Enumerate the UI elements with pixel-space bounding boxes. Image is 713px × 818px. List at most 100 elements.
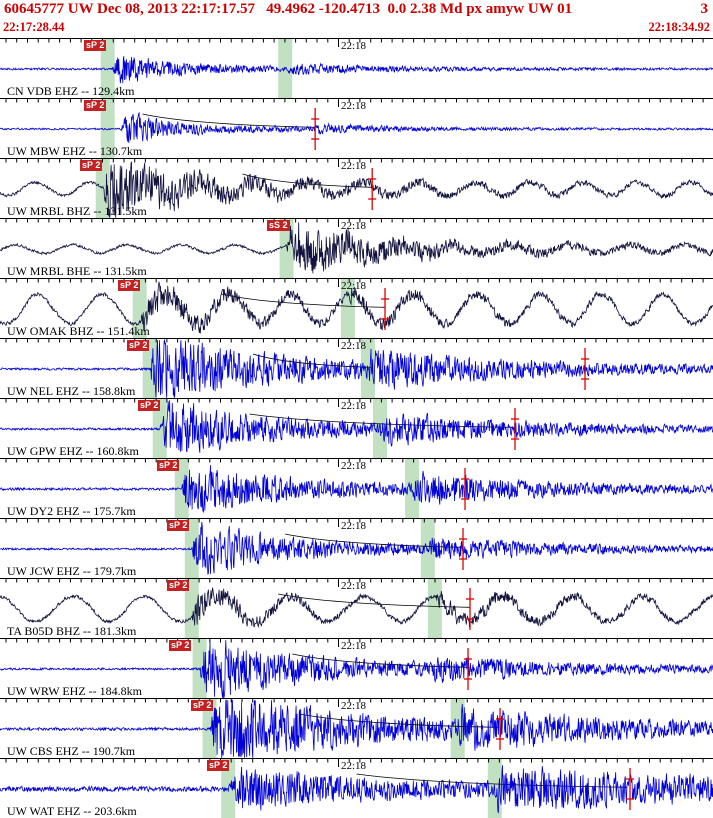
station-label: UW MRBL BHE -- 131.5km xyxy=(7,264,147,278)
phase-pick-label[interactable]: sP 2 xyxy=(167,580,190,591)
duration-pick-marker[interactable] xyxy=(381,288,390,330)
trace-row[interactable]: 22:18 sP 2 UW OMAK BHZ -- 151.4km xyxy=(0,278,713,338)
waveform-plot[interactable] xyxy=(0,399,713,458)
waveform-plot[interactable] xyxy=(0,759,713,818)
time-tick-label: 22:18 xyxy=(341,400,367,412)
trace-row[interactable]: 22:18 sP 2 UW GPW EHZ -- 160.8km xyxy=(0,398,713,458)
trace-row[interactable]: 22:18 sP 2 UW CBS EHZ -- 190.7km xyxy=(0,698,713,758)
duration-pick-marker[interactable] xyxy=(496,708,505,750)
trace-row[interactable]: 22:18 sP 2 TA B05D BHZ -- 181.3km xyxy=(0,578,713,638)
phase-pick-label[interactable]: sP 2 xyxy=(191,700,214,711)
trace-row[interactable]: 22:18 sP 2 UW WAT EHZ -- 203.6km xyxy=(0,758,713,818)
phase-pick-label[interactable]: sP 2 xyxy=(84,40,107,51)
waveform-trace[interactable] xyxy=(0,587,713,629)
time-tick-label: 22:18 xyxy=(341,640,367,652)
trace-row[interactable]: 22:18 sP 2 UW DY2 EHZ -- 175.7km xyxy=(0,458,713,518)
phase-pick-label[interactable]: sP 2 xyxy=(84,100,107,111)
phase-pick-band[interactable] xyxy=(184,579,199,638)
phase-pick-band[interactable] xyxy=(420,519,435,578)
waveform-trace[interactable] xyxy=(0,222,713,274)
phase-pick-label[interactable]: sP 2 xyxy=(127,340,150,351)
time-tick-label: 22:18 xyxy=(341,760,367,772)
coda-decay-curve xyxy=(142,113,316,128)
phase-pick-band[interactable] xyxy=(192,639,207,698)
phase-pick-band[interactable] xyxy=(405,459,420,518)
waveform-plot[interactable] xyxy=(0,279,713,338)
duration-pick-marker[interactable] xyxy=(626,768,635,810)
phase-pick-label[interactable]: sS 2 xyxy=(267,220,290,231)
time-tick-label: 22:18 xyxy=(341,460,367,472)
station-label: UW CBS EHZ -- 190.7km xyxy=(7,744,136,758)
trace-row[interactable]: 22:18 sP 2 UW JCW EHZ -- 179.7km xyxy=(0,518,713,578)
time-tick-label: 22:18 xyxy=(341,160,367,172)
station-label: UW OMAK BHZ -- 151.4km xyxy=(7,324,150,338)
trace-row[interactable]: 22:18 sP 2 CN VDB EHZ -- 129.4km xyxy=(0,38,713,98)
waveform-plot[interactable] xyxy=(0,519,713,578)
waveform-plot[interactable] xyxy=(0,459,713,518)
station-label: UW JCW EHZ -- 179.7km xyxy=(7,564,137,578)
trace-row[interactable]: 22:18 sP 2 UW MRBL BHZ -- 131.5km xyxy=(0,158,713,218)
waveform-trace[interactable] xyxy=(0,765,713,814)
waveform-plot[interactable] xyxy=(0,99,713,158)
phase-pick-label[interactable]: sP 2 xyxy=(169,640,192,651)
station-label: UW WRW EHZ -- 184.8km xyxy=(7,684,142,698)
phase-pick-band[interactable] xyxy=(100,99,115,158)
phase-pick-label[interactable]: sP 2 xyxy=(118,280,141,291)
waveform-trace[interactable] xyxy=(0,699,713,758)
time-tick-label: 22:18 xyxy=(341,700,367,712)
trace-row[interactable]: 22:18 sP 2 UW WRW EHZ -- 184.8km xyxy=(0,638,713,698)
trace-row[interactable]: 22:18 sP 2 UW NEL EHZ -- 158.8km xyxy=(0,338,713,398)
duration-pick-marker[interactable] xyxy=(459,528,468,570)
waveform-plot[interactable] xyxy=(0,639,713,698)
waveform-plot[interactable] xyxy=(0,579,713,638)
station-label: UW GPW EHZ -- 160.8km xyxy=(7,444,139,458)
waveform-trace[interactable] xyxy=(0,400,713,453)
station-label: UW MBW EHZ -- 130.7km xyxy=(7,144,143,158)
time-tick-label: 22:18 xyxy=(341,520,367,532)
waveform-trace[interactable] xyxy=(0,339,713,398)
waveform-plot[interactable] xyxy=(0,39,713,98)
phase-pick-label[interactable]: sP 2 xyxy=(167,520,190,531)
duration-pick-marker[interactable] xyxy=(581,348,590,390)
station-label: UW NEL EHZ -- 158.8km xyxy=(7,384,136,398)
station-label: UW MRBL BHZ -- 131.5km xyxy=(7,204,147,218)
phase-pick-label[interactable]: sP 2 xyxy=(138,400,161,411)
waveform-plot[interactable] xyxy=(0,219,713,278)
time-tick-label: 22:18 xyxy=(341,220,367,232)
trace-row[interactable]: 22:18 sS 2 UW MRBL BHE -- 131.5km xyxy=(0,218,713,278)
waveform-plot[interactable] xyxy=(0,159,713,218)
duration-pick-marker[interactable] xyxy=(311,108,320,150)
waveform-trace[interactable] xyxy=(0,111,713,143)
waveform-plot[interactable] xyxy=(0,699,713,758)
event-summary: 60645777 UW Dec 08, 2013 22:17:17.57 49.… xyxy=(4,1,573,17)
time-tick-label: 22:18 xyxy=(341,40,367,52)
phase-pick-band[interactable] xyxy=(100,39,115,98)
duration-pick-marker[interactable] xyxy=(464,648,473,690)
waveform-trace[interactable] xyxy=(0,465,713,514)
duration-pick-marker[interactable] xyxy=(466,588,475,630)
phase-pick-band[interactable] xyxy=(95,159,110,218)
phase-pick-label[interactable]: sP 2 xyxy=(157,460,180,471)
waveform-trace[interactable] xyxy=(0,640,713,698)
time-window-header: 22:17:28.44 22:18:34.92 xyxy=(0,20,713,38)
event-header: 60645777 UW Dec 08, 2013 22:17:17.57 49.… xyxy=(0,0,713,20)
duration-pick-marker[interactable] xyxy=(368,168,377,210)
waveform-plot[interactable] xyxy=(0,339,713,398)
time-tick-label: 22:18 xyxy=(341,280,367,292)
phase-pick-label[interactable]: sP 2 xyxy=(80,160,103,171)
duration-pick-marker[interactable] xyxy=(461,468,470,510)
waveform-trace[interactable] xyxy=(0,161,713,218)
waveform-trace[interactable] xyxy=(0,521,713,575)
window-end-time: 22:18:34.92 xyxy=(648,20,710,34)
waveform-trace[interactable] xyxy=(0,280,713,334)
phase-pick-band[interactable] xyxy=(221,759,236,818)
station-label: UW DY2 EHZ -- 175.7km xyxy=(7,504,136,518)
phase-pick-label[interactable]: sP 2 xyxy=(207,760,230,771)
trace-row[interactable]: 22:18 sP 2 UW MBW EHZ -- 130.7km xyxy=(0,98,713,158)
phase-pick-band[interactable] xyxy=(427,579,442,638)
trace-list: 22:18 sP 2 CN VDB EHZ -- 129.4km 22:18 s… xyxy=(0,38,713,818)
waveform-trace[interactable] xyxy=(0,56,713,84)
time-tick-label: 22:18 xyxy=(341,340,367,352)
duration-pick-marker[interactable] xyxy=(510,408,519,450)
